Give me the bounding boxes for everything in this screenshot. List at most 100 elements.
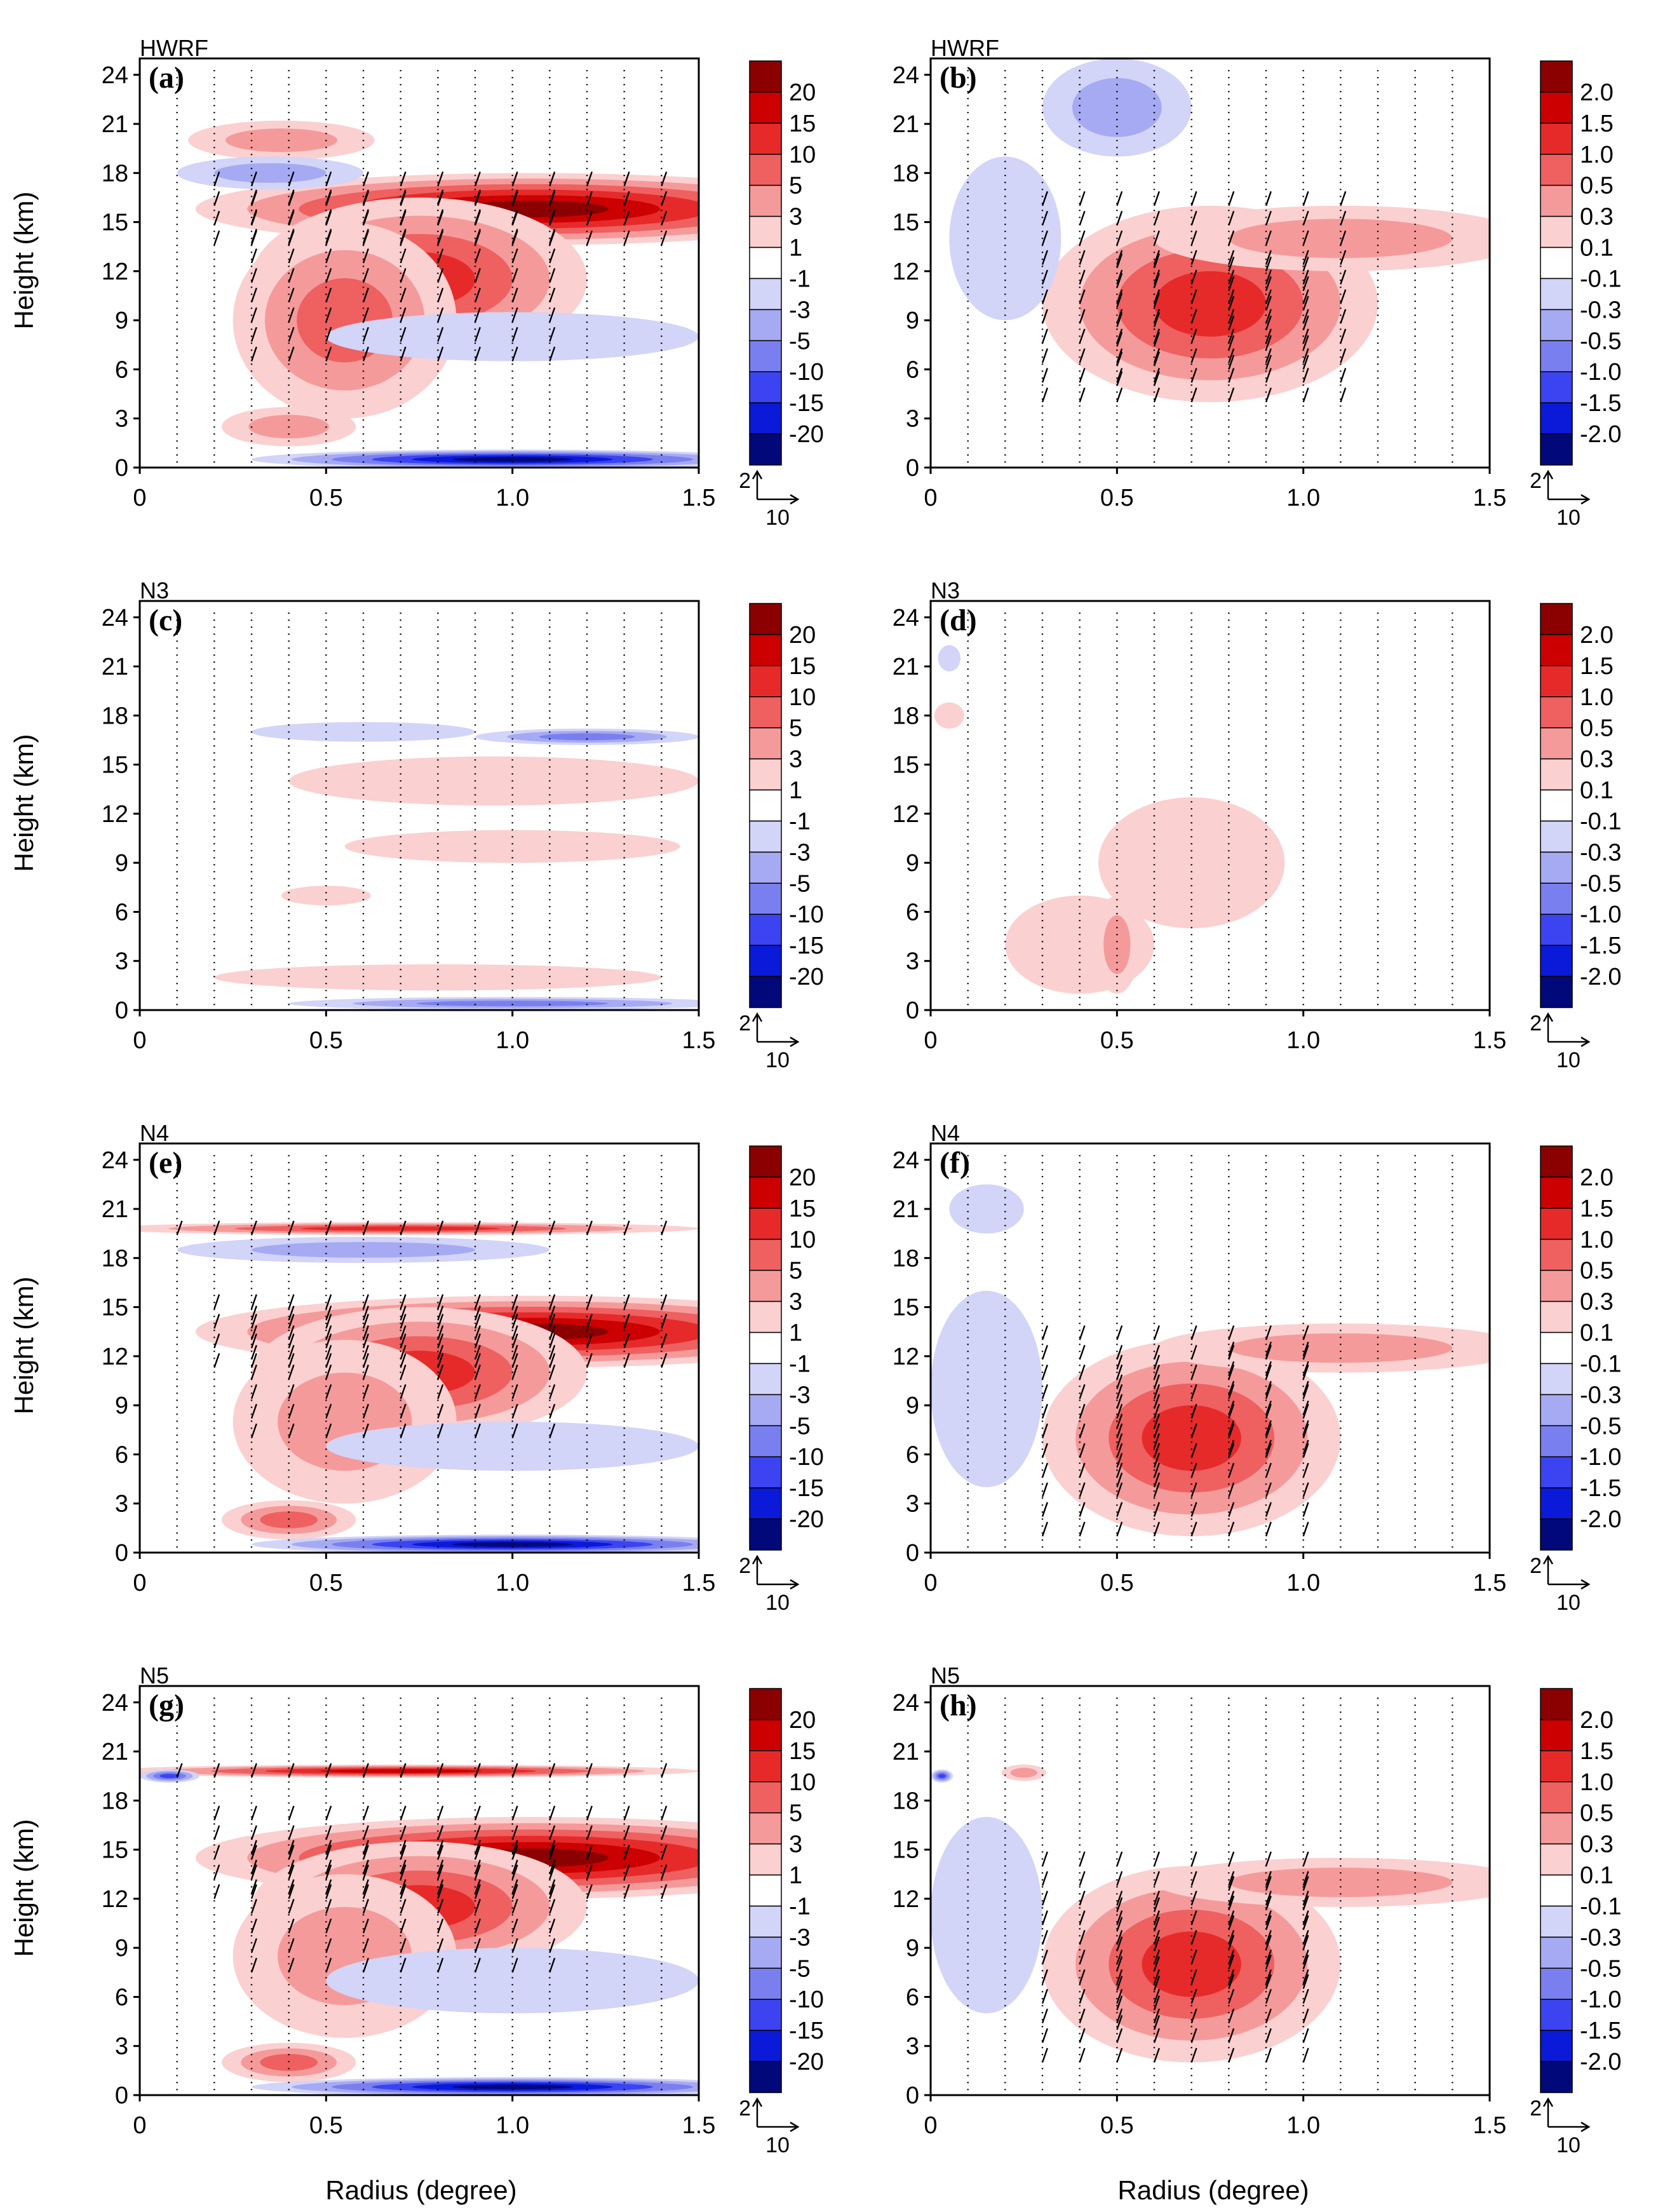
arrow xyxy=(474,1365,481,1380)
arrow xyxy=(437,1865,444,1880)
axis-titles: Height (km) Height (km) Height (km) Heig… xyxy=(9,191,1309,2205)
colorbar-box xyxy=(749,1208,782,1240)
x-tick-label: 1.0 xyxy=(1286,1027,1320,1054)
arrow xyxy=(250,346,257,361)
arrow xyxy=(1302,1345,1309,1360)
y-tick-label: 15 xyxy=(893,210,919,236)
arrow xyxy=(362,1805,369,1821)
arrow xyxy=(1228,1384,1235,1399)
y-tick-label: 18 xyxy=(102,160,128,187)
colorbar-box xyxy=(749,1487,782,1520)
reference-vertical-label: 2 xyxy=(1530,2096,1542,2121)
arrow xyxy=(1116,1936,1123,1952)
arrow xyxy=(288,1840,295,1855)
arrow xyxy=(1153,1502,1160,1517)
arrow xyxy=(474,1859,481,1875)
reference-vector: 2 10 xyxy=(1530,1011,1591,1072)
arrow xyxy=(1302,191,1309,206)
arrow xyxy=(288,287,295,303)
arrow xyxy=(1302,1930,1309,1945)
arrow xyxy=(1190,1403,1197,1419)
arrow xyxy=(549,327,556,342)
arrow xyxy=(400,189,407,205)
arrow xyxy=(1041,191,1048,206)
arrow xyxy=(325,1845,332,1860)
arrow xyxy=(288,1365,295,1380)
arrow xyxy=(400,229,407,244)
y-tick-label: 12 xyxy=(893,259,919,285)
arrow xyxy=(474,1763,481,1778)
arrow xyxy=(474,1957,481,1973)
colorbar-label: 3 xyxy=(789,1289,802,1316)
arrow xyxy=(1302,1502,1309,1517)
arrow xyxy=(1153,1969,1160,1985)
arrow xyxy=(1041,348,1048,363)
colorbar-box xyxy=(1540,91,1573,124)
shade-pos-3-3 xyxy=(260,2054,318,2071)
colorbar-label: 3 xyxy=(789,746,802,773)
y-tick-label: 3 xyxy=(115,406,128,433)
arrow xyxy=(549,1899,556,1914)
arrow xyxy=(400,1314,407,1329)
arrow xyxy=(1079,2028,1086,2043)
y-tick-label: 15 xyxy=(102,752,128,779)
arrow xyxy=(1228,368,1235,383)
y-tick-label: 0 xyxy=(115,455,128,482)
colorbar-box xyxy=(1540,603,1573,635)
colorbar-box xyxy=(1540,1425,1573,1457)
arrow xyxy=(288,209,295,224)
arrow xyxy=(1302,230,1309,246)
arrow xyxy=(1079,1871,1086,1886)
arrow xyxy=(1228,2028,1235,2043)
arrow xyxy=(1116,1462,1123,1478)
arrow xyxy=(437,248,444,264)
arrow xyxy=(474,172,481,187)
colorbar-box xyxy=(749,1812,782,1845)
arrow xyxy=(1265,354,1272,370)
plot-background xyxy=(140,601,699,1010)
arrow xyxy=(400,1345,407,1360)
arrow xyxy=(1116,292,1123,307)
arrow xyxy=(1079,1462,1086,1478)
arrow xyxy=(1079,1482,1086,1497)
arrow xyxy=(1116,1976,1123,1991)
colorbar-label: -2.0 xyxy=(1580,421,1621,448)
arrow xyxy=(362,1353,369,1368)
arrow xyxy=(400,209,407,224)
arrow xyxy=(1079,1851,1086,1866)
shade-pos-1-1 xyxy=(344,830,680,863)
arrow xyxy=(250,1763,257,1778)
arrow xyxy=(1340,328,1347,344)
arrow xyxy=(1302,1974,1309,1989)
y-tick-label: 21 xyxy=(102,1196,128,1223)
arrow xyxy=(1116,348,1123,363)
arrow xyxy=(1116,1345,1123,1360)
arrow xyxy=(661,230,668,246)
arrow xyxy=(250,1384,257,1399)
arrow xyxy=(474,1325,481,1340)
arrow xyxy=(1228,1345,1235,1360)
arrow xyxy=(288,1220,295,1236)
arrow xyxy=(1153,1374,1160,1389)
arrow xyxy=(1228,328,1235,344)
arrow xyxy=(474,1879,481,1894)
arrow xyxy=(661,1294,668,1309)
arrow xyxy=(1302,1361,1309,1377)
arrow xyxy=(1190,2047,1197,2063)
arrow xyxy=(250,1879,257,1894)
arrow xyxy=(1153,1462,1160,1478)
arrow xyxy=(623,230,630,246)
arrow xyxy=(474,1353,481,1368)
arrow xyxy=(474,1938,481,1953)
arrow xyxy=(1265,269,1272,285)
y-tick-label: 6 xyxy=(115,899,128,926)
colorbar-label: -0.1 xyxy=(1580,808,1621,835)
arrow xyxy=(437,1365,444,1380)
colorbar-box xyxy=(1540,402,1573,435)
arrow xyxy=(586,1865,593,1880)
reference-vector: 2 10 xyxy=(1530,2096,1591,2157)
colorbar-box xyxy=(749,945,782,977)
arrow xyxy=(325,327,332,342)
arrow xyxy=(1228,2047,1235,2063)
reference-vertical-label: 2 xyxy=(739,1011,751,1035)
